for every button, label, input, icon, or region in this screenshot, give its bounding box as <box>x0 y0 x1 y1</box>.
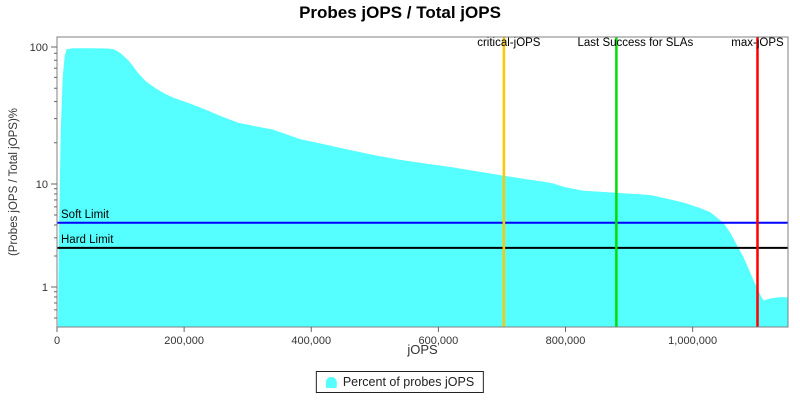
critical-jops-label: critical-jOPS <box>477 37 541 49</box>
legend-label: Percent of probes jOPS <box>342 375 475 389</box>
legend: Percent of probes jOPS <box>315 371 485 393</box>
x-axis-title: jOPS <box>407 342 438 357</box>
y-tick-label: 1 <box>42 282 48 294</box>
x-tick-label: 400,000 <box>291 335 331 347</box>
hard-limit-label: Hard Limit <box>61 234 114 246</box>
x-tick-label: 200,000 <box>164 335 204 347</box>
chart-title: Probes jOPS / Total jOPS <box>299 3 501 22</box>
plot-frame <box>56 36 789 328</box>
y-tick-label: 10 <box>36 179 48 191</box>
legend-swatch-icon <box>325 376 337 388</box>
y-tick-label: 100 <box>30 42 48 54</box>
x-tick-label: 1,000,000 <box>668 335 717 347</box>
x-tick-label: 0 <box>54 335 60 347</box>
max-jops-label: max-jOPS <box>731 37 784 49</box>
soft-limit-label: Soft Limit <box>61 209 110 221</box>
last-success-slas-label: Last Success for SLAs <box>578 37 694 49</box>
x-tick-label: 600,000 <box>419 335 459 347</box>
x-tick-label: 800,000 <box>546 335 586 347</box>
probes-area-series <box>58 48 788 327</box>
